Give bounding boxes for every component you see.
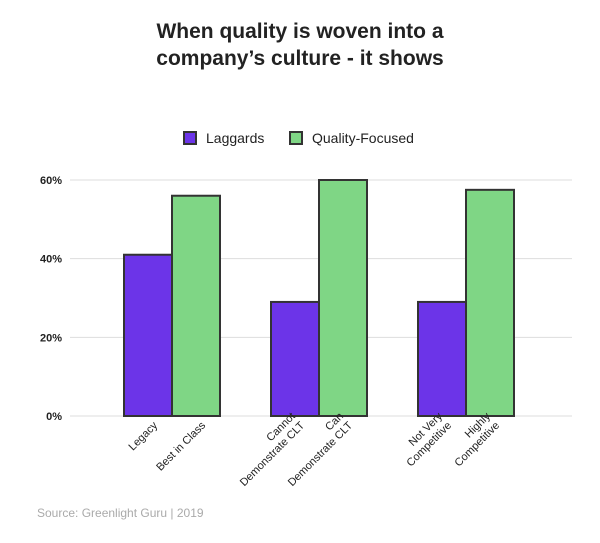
legend-label-laggards: Laggards bbox=[206, 130, 265, 146]
bar bbox=[417, 300, 467, 417]
chart-title-line-2: company’s culture - it shows bbox=[156, 47, 444, 70]
chart-title: When quality is woven into a company’s c… bbox=[0, 18, 600, 72]
y-tick-label: 40% bbox=[40, 254, 62, 266]
legend-item-quality-focused: Quality-Focused bbox=[289, 128, 414, 148]
bar bbox=[270, 300, 320, 417]
legend-swatch-quality-focused bbox=[289, 131, 303, 145]
bar bbox=[171, 194, 221, 417]
legend-item-laggards: Laggards bbox=[183, 128, 264, 148]
y-tick-label: 0% bbox=[46, 411, 62, 423]
legend: Laggards Quality-Focused bbox=[0, 128, 600, 148]
y-tick-label: 60% bbox=[40, 175, 62, 187]
chart-title-line-1: When quality is woven into a bbox=[156, 20, 444, 43]
x-tick-label: Legacy bbox=[127, 419, 161, 453]
x-tick-label: Best in Class bbox=[154, 419, 208, 473]
legend-swatch-laggards bbox=[183, 131, 197, 145]
legend-label-quality-focused: Quality-Focused bbox=[312, 130, 414, 146]
bar bbox=[465, 188, 515, 417]
bar bbox=[123, 253, 173, 417]
bar bbox=[318, 179, 368, 417]
y-tick-label: 20% bbox=[40, 332, 62, 344]
source-note: Source: Greenlight Guru | 2019 bbox=[37, 506, 204, 520]
